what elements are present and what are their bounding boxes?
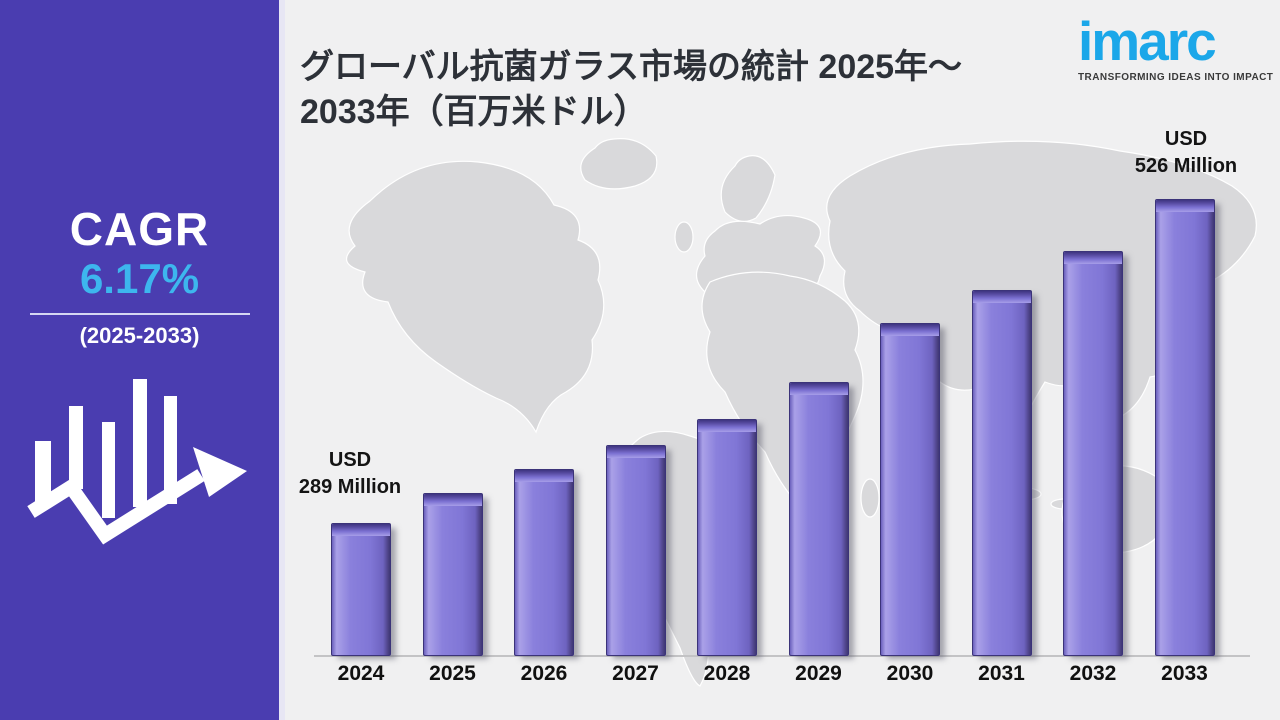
annotation-2024-line2: 289 Million [298,476,402,498]
chart-title: グローバル抗菌ガラス市場の統計 2025年～ 2033年（百万米ドル） [300,45,1090,135]
growth-bars-arrow-icon [26,379,247,545]
bar-2030 [880,323,940,656]
x-axis-label-2026: 2026 [520,662,568,685]
bar-2028 [697,419,757,656]
x-axis-label-2033: 2033 [1161,662,1208,685]
annotation-2033-value: USD 526 Million [1096,126,1276,180]
bar-2033 [1154,199,1215,656]
x-axis-line [314,655,1250,657]
cagr-label: CAGR [69,203,210,255]
imarc-logo-tagline: TRANSFORMING IDEAS INTO IMPACT [1078,72,1274,84]
sidebar-cagr-panel: CAGR 6.17% (2025-2033) [0,0,285,720]
x-axis-label-2027: 2027 [612,662,659,685]
chart-title-line2: 2033年（百万米ドル） [300,92,648,131]
annotation-2033-line1: USD [1164,128,1208,150]
imarc-logo-wordmark: imarc [1078,10,1217,72]
cagr-period: (2025-2033) [79,323,200,349]
world-map-background [345,138,1257,687]
bar-2031 [971,290,1032,656]
divider [29,313,250,316]
chart-title-line1: グローバル抗菌ガラス市場の統計 2025年～ [300,47,963,86]
bar-2029 [788,382,849,656]
cagr-value: 6.17% [79,255,200,303]
imarc-logo: imarc TRANSFORMING IDEAS INTO IMPACT [1078,4,1274,84]
x-axis-label-2028: 2028 [703,662,751,685]
x-axis-label-2031: 2031 [978,662,1025,685]
x-axis-label-2024: 2024 [337,662,385,685]
bar-2025 [422,493,483,656]
annotation-2033-line2: 526 Million [1134,155,1238,177]
annotation-2024-line1: USD [328,449,372,471]
bar-2032 [1063,251,1123,656]
bar-2027 [605,445,666,656]
x-axis-label-2032: 2032 [1069,662,1117,685]
x-axis-label-2029: 2029 [795,662,842,685]
x-axis-label-2025: 2025 [429,662,476,685]
bar-2024 [331,523,391,656]
bar-2026 [514,469,574,656]
x-axis-label-2030: 2030 [886,662,934,685]
annotation-2024-value: USD 289 Million [260,447,440,501]
